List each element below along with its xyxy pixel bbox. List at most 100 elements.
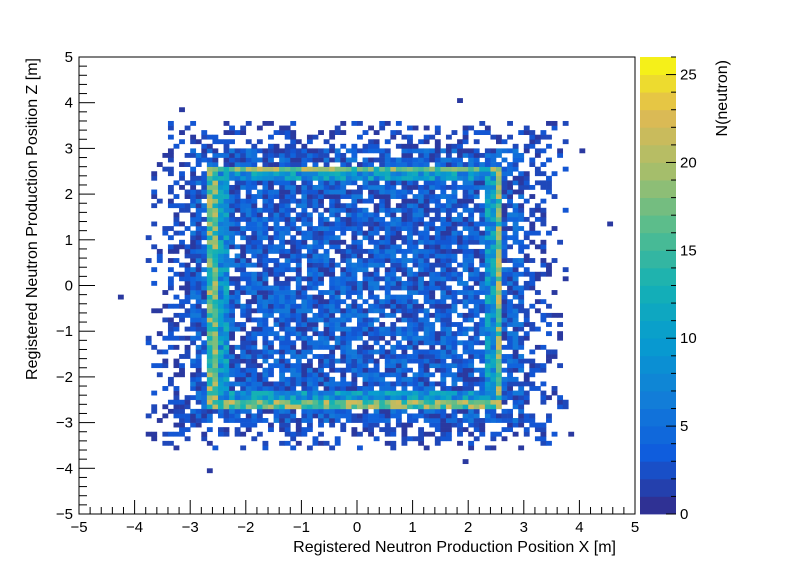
- heatmap-cell: [190, 239, 197, 245]
- heatmap-cell: [373, 413, 380, 419]
- heatmap-cell: [440, 216, 447, 222]
- heatmap-cell: [362, 267, 369, 273]
- heatmap-cell: [379, 276, 386, 282]
- heatmap-cell: [284, 226, 291, 231]
- heatmap-cell: [368, 139, 374, 145]
- heatmap-cell: [357, 162, 363, 167]
- heatmap-cell: [323, 404, 330, 410]
- heatmap-cell: [390, 303, 397, 309]
- heatmap-cell: [206, 143, 213, 149]
- heatmap-cell: [234, 221, 241, 227]
- heatmap-cell: [423, 349, 430, 355]
- heatmap-cell: [423, 381, 430, 387]
- heatmap-cell: [295, 404, 302, 410]
- heatmap-cell: [290, 354, 297, 359]
- heatmap-cell: [384, 276, 391, 282]
- heatmap-cell: [434, 175, 441, 181]
- heatmap-cell: [318, 175, 324, 181]
- heatmap-cell: [173, 399, 180, 405]
- heatmap-cell: [357, 413, 363, 419]
- heatmap-cell: [323, 308, 330, 314]
- heatmap-cell: [490, 189, 497, 195]
- heatmap-cell: [201, 175, 208, 181]
- heatmap-cell: [279, 162, 286, 167]
- heatmap-cell: [440, 335, 447, 341]
- heatmap-cell: [245, 139, 252, 145]
- heatmap-cell: [423, 203, 430, 209]
- heatmap-cell: [206, 386, 213, 391]
- heatmap-cell: [206, 180, 213, 186]
- heatmap-cell: [434, 418, 441, 423]
- heatmap-cell: [379, 335, 386, 341]
- heatmap-cell: [468, 189, 475, 195]
- heatmap-cell: [440, 189, 447, 195]
- heatmap-cell: [518, 130, 525, 135]
- heatmap-cell: [490, 166, 497, 172]
- heatmap-cell: [429, 326, 436, 332]
- heatmap-cell: [496, 239, 502, 245]
- heatmap-cell: [268, 367, 274, 373]
- heatmap-cell: [401, 363, 408, 369]
- heatmap-cell: [273, 276, 280, 282]
- heatmap-cell: [284, 216, 291, 222]
- heatmap-cell: [412, 349, 419, 355]
- heatmap-cell: [468, 216, 475, 222]
- heatmap-cell: [323, 290, 330, 295]
- heatmap-cell: [184, 308, 191, 314]
- heatmap-cell: [407, 184, 413, 190]
- heatmap-cell: [457, 235, 463, 241]
- heatmap-cell: [167, 152, 174, 158]
- heatmap-cell: [351, 267, 358, 273]
- heatmap-cell: [351, 326, 358, 332]
- heatmap-cell: [412, 358, 419, 364]
- heatmap-cell: [190, 363, 197, 369]
- heatmap-cell: [234, 413, 241, 419]
- heatmap-cell: [184, 344, 191, 350]
- heatmap-cell: [357, 226, 363, 231]
- heatmap-cell: [473, 294, 480, 300]
- heatmap-cell: [206, 331, 213, 337]
- heatmap-cell: [451, 194, 458, 199]
- heatmap-cell: [201, 230, 208, 236]
- heatmap-cell: [512, 152, 519, 158]
- heatmap-cell: [256, 294, 263, 300]
- heatmap-cell: [218, 322, 224, 327]
- heatmap-cell: [212, 189, 219, 195]
- heatmap-cell: [395, 244, 402, 250]
- heatmap-cell: [518, 216, 525, 222]
- heatmap-cell: [384, 431, 391, 437]
- heatmap-cell: [306, 322, 313, 327]
- heatmap-cell: [362, 408, 369, 414]
- heatmap-cell: [184, 312, 191, 318]
- heatmap-cell: [245, 258, 252, 263]
- heatmap-cell: [412, 340, 419, 346]
- heatmap-cell: [301, 235, 308, 241]
- heatmap-cell: [395, 358, 402, 364]
- heatmap-cell: [501, 203, 508, 209]
- heatmap-cell: [473, 390, 480, 396]
- heatmap-cell: [223, 418, 230, 423]
- heatmap-cell: [390, 427, 397, 433]
- heatmap-cell: [201, 148, 208, 154]
- colorbar-swatch: [640, 408, 676, 427]
- heatmap-cell: [273, 216, 280, 222]
- heatmap-cell: [223, 198, 230, 204]
- heatmap-cell: [368, 399, 374, 405]
- heatmap-cell: [240, 322, 247, 327]
- heatmap-cell: [273, 331, 280, 337]
- heatmap-cell: [245, 239, 252, 245]
- heatmap-cell: [401, 390, 408, 396]
- heatmap-cell: [234, 280, 241, 286]
- heatmap-cell: [240, 125, 247, 131]
- heatmap-cell: [167, 322, 174, 327]
- heatmap-cell: [401, 440, 408, 446]
- heatmap-cell: [368, 317, 374, 323]
- heatmap-cell: [434, 440, 441, 446]
- heatmap-cell: [390, 221, 397, 227]
- heatmap-cell: [479, 308, 486, 314]
- heatmap-cell: [445, 198, 452, 204]
- heatmap-cell: [218, 244, 224, 250]
- heatmap-cell: [434, 139, 441, 145]
- heatmap-cell: [518, 294, 525, 300]
- heatmap-cell: [184, 162, 191, 167]
